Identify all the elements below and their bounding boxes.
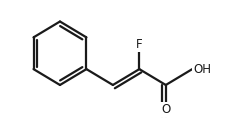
Text: F: F xyxy=(135,38,142,51)
Text: OH: OH xyxy=(192,63,210,76)
Text: O: O xyxy=(161,103,170,116)
